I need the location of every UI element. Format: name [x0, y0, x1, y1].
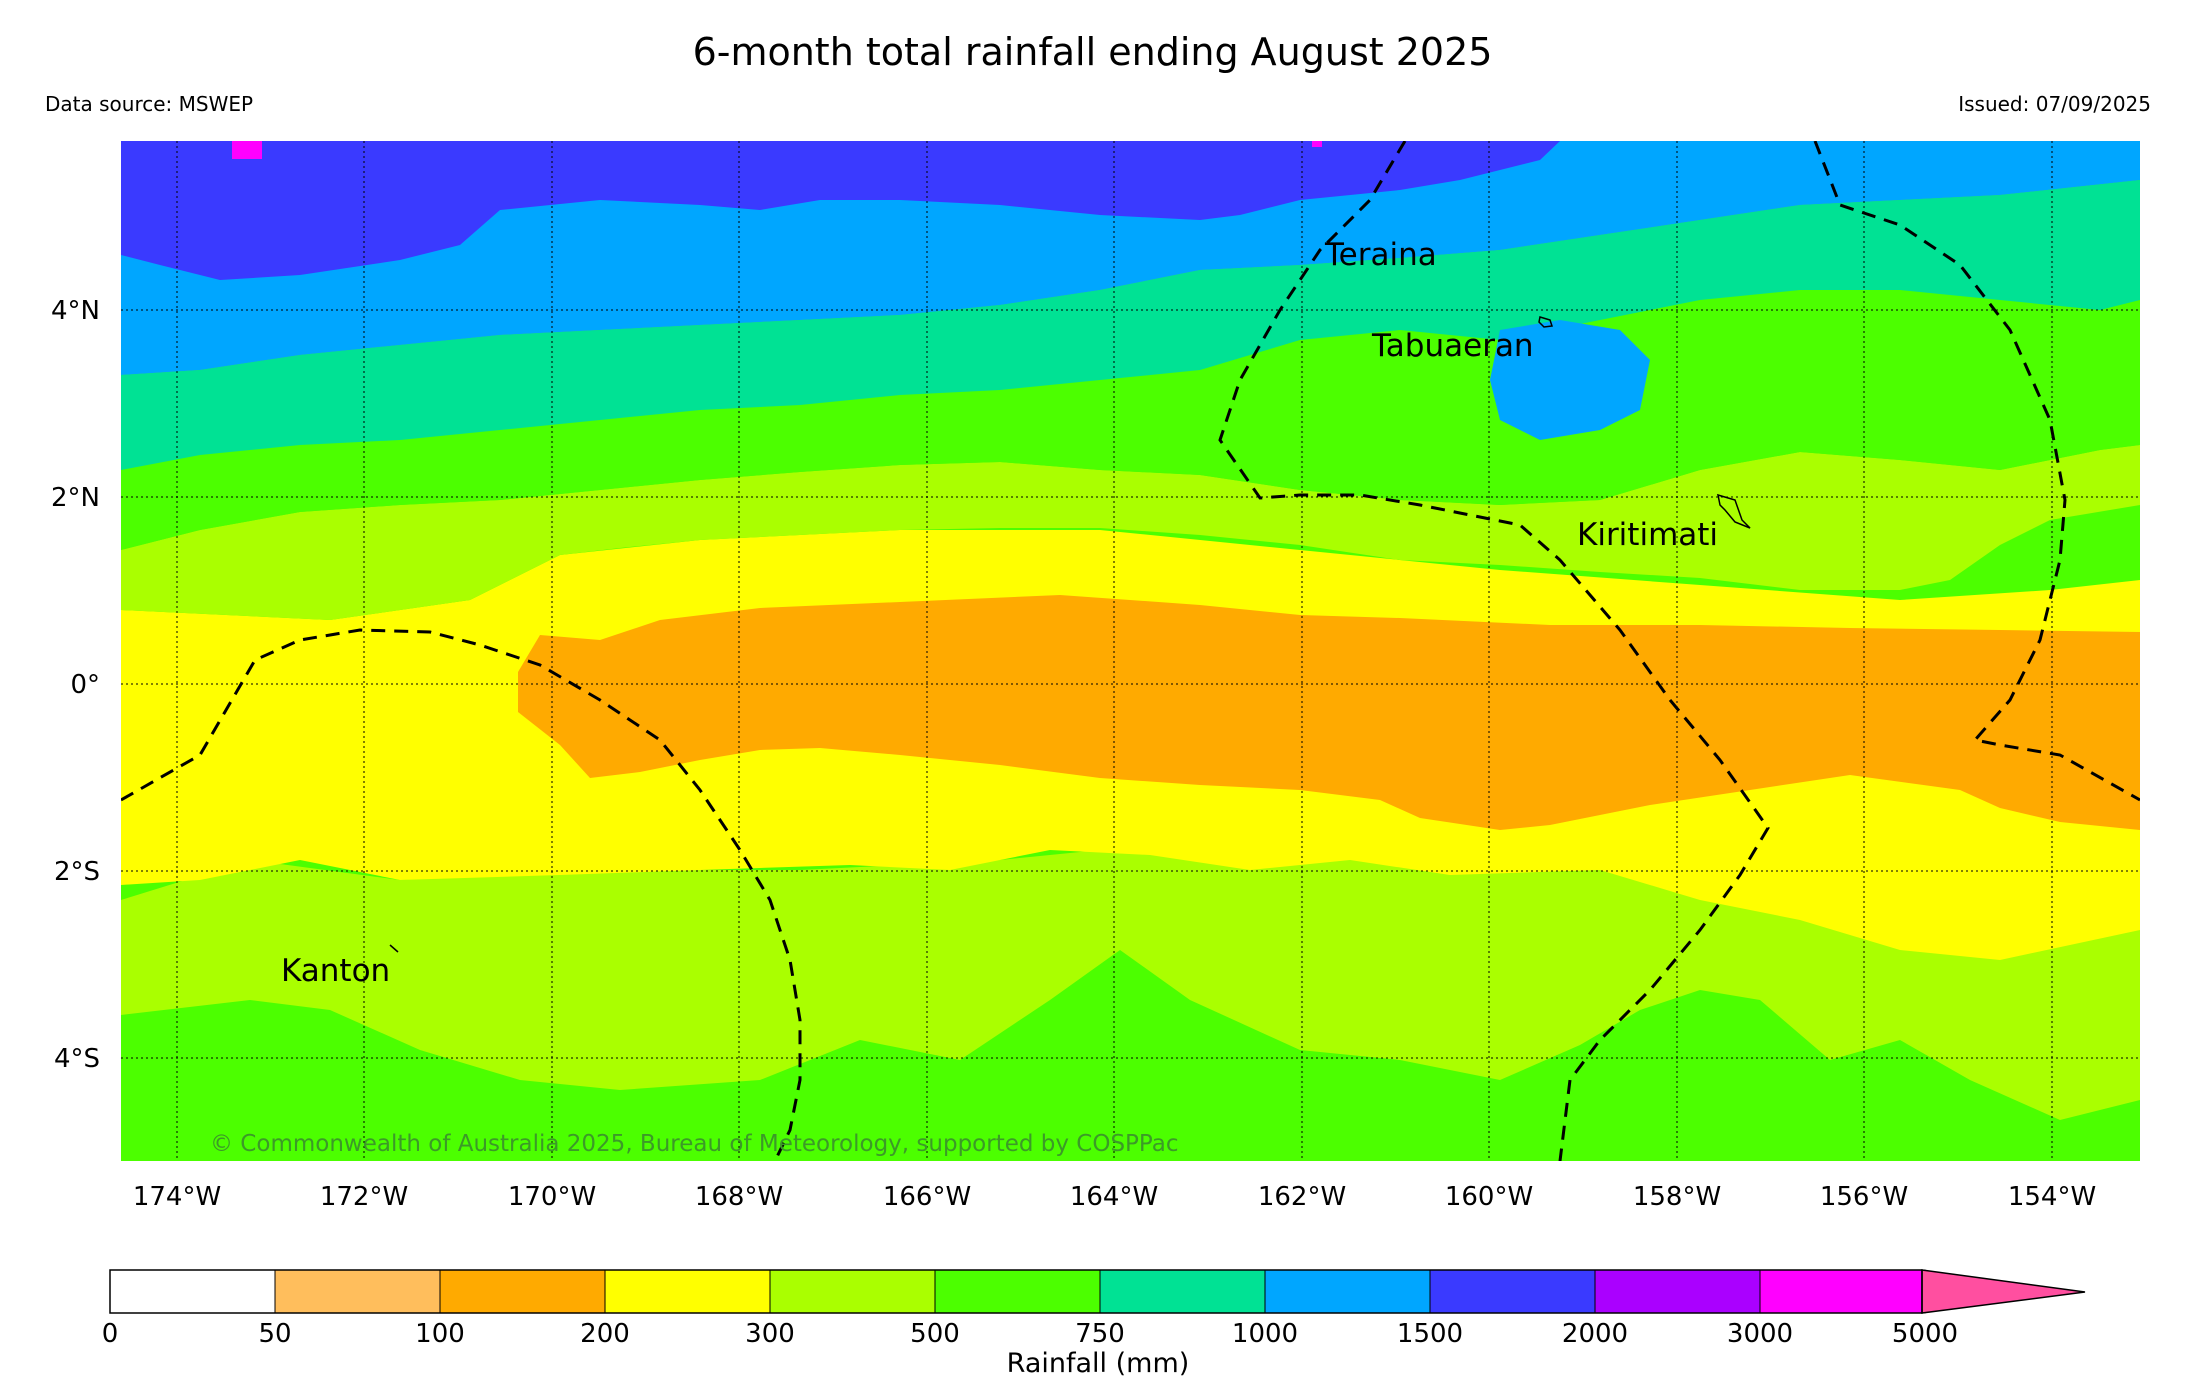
place-label-kiritimati: Kiritimati: [1577, 517, 1718, 553]
colorbar-ticks: 0 50 100 200 300 500 750 1000 1500 2000 3000 5000: [102, 1319, 1958, 1349]
colorbar-tick-label: 100: [415, 1319, 465, 1349]
band-1000-1500-patch: [1490, 320, 1650, 440]
copyright-notice: © Commonwealth of Australia 2025, Bureau…: [210, 1131, 1179, 1157]
lon-label: 160°W: [1445, 1182, 1533, 1212]
colorbar-tick-label: 5000: [1892, 1319, 1958, 1349]
place-label-teraina: Teraina: [1324, 237, 1437, 273]
place-label-kanton: Kanton: [281, 953, 390, 989]
band-100-200: [518, 595, 2140, 830]
longitude-labels: 174°W 172°W 170°W 168°W 166°W 164°W 162°…: [133, 1182, 2096, 1212]
eez-boundaries: [121, 141, 2140, 1161]
map-gridlines: [121, 141, 2140, 1161]
colorbar-tick-label: 3000: [1727, 1319, 1793, 1349]
colorbar-segment: [1429, 1269, 1596, 1314]
issued-date-label: Issued: 07/09/2025: [1958, 92, 2151, 116]
colorbar-extend-arrow: [1921, 1269, 2086, 1314]
colorbar-segment: [1594, 1269, 1761, 1314]
lon-label: 172°W: [320, 1182, 408, 1212]
latitude-labels: 4°N 2°N 0° 2°S 4°S: [51, 296, 100, 1074]
lat-label: 4°S: [54, 1044, 100, 1074]
colorbar-segment: [604, 1269, 771, 1314]
lon-label: 170°W: [508, 1182, 596, 1212]
place-labels: Teraina Tabuaeran Kiritimati Kanton: [281, 237, 1718, 989]
lat-label: 2°N: [51, 483, 100, 513]
lon-label: 174°W: [133, 1182, 221, 1212]
tabuaeran-outline: [1538, 316, 1554, 328]
lat-label: 4°N: [51, 296, 100, 326]
lon-label: 154°W: [2008, 1182, 2096, 1212]
band-3000-5000-spot-2: [1312, 141, 1322, 147]
colorbar-tick-label: 50: [258, 1319, 291, 1349]
colorbar-segments: [109, 1269, 1926, 1314]
band-750-1000: [121, 180, 2140, 470]
colorbar-label: Rainfall (mm): [1007, 1348, 1190, 1379]
lon-label: 162°W: [1258, 1182, 1346, 1212]
colorbar-segment: [1099, 1269, 1266, 1314]
band-1500-2000: [121, 141, 1560, 280]
band-300-500-south: [121, 840, 2140, 1120]
lat-label: 0°: [70, 670, 100, 700]
colorbar-segment: [1759, 1269, 1926, 1314]
lat-label: 2°S: [54, 857, 100, 887]
colorbar-tick-label: 1500: [1397, 1319, 1463, 1349]
data-source-label: Data source: MSWEP: [45, 92, 254, 116]
colorbar-tick-label: 300: [745, 1319, 795, 1349]
colorbar-tick-label: 2000: [1562, 1319, 1628, 1349]
colorbar-tick-label: 750: [1075, 1319, 1125, 1349]
colorbar-segment: [1264, 1269, 1431, 1314]
lon-label: 156°W: [1820, 1182, 1908, 1212]
rainfall-bands: [121, 141, 2140, 1161]
lon-label: 158°W: [1633, 1182, 1721, 1212]
band-3000-5000-spot: [232, 141, 262, 159]
kiritimati-outline: [1717, 493, 1751, 529]
map-title: 6-month total rainfall ending August 202…: [692, 30, 1493, 74]
colorbar-segment: [934, 1269, 1101, 1314]
band-300-500-north: [121, 445, 2140, 620]
colorbar-segment: [109, 1269, 276, 1314]
island-outlines: [389, 316, 1751, 953]
colorbar-tick-label: 500: [910, 1319, 960, 1349]
colorbar-segment: [274, 1269, 441, 1314]
colorbar-frame: [109, 1269, 1923, 1314]
lon-label: 164°W: [1070, 1182, 1158, 1212]
lon-label: 166°W: [883, 1182, 971, 1212]
place-label-tabuaeran: Tabuaeran: [1371, 328, 1534, 364]
colorbar-segment: [769, 1269, 936, 1314]
colorbar-segment: [439, 1269, 606, 1314]
colorbar-tick-label: 0: [102, 1319, 119, 1349]
lon-label: 168°W: [695, 1182, 783, 1212]
colorbar-tick-label: 1000: [1232, 1319, 1298, 1349]
colorbar-tick-label: 200: [580, 1319, 630, 1349]
kanton-outline: [389, 944, 399, 953]
